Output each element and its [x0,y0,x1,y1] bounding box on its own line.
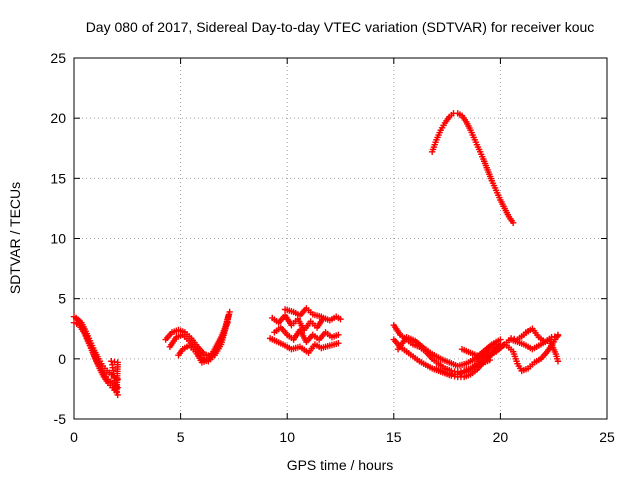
x-tick-labels: 0 5 10 15 20 25 [70,429,615,445]
y-tick-label: -5 [54,411,67,427]
y-tick-labels: -5 0 5 10 15 20 25 [50,50,66,427]
x-axis-label: GPS time / hours [287,457,394,473]
data-point [509,219,517,227]
plot-frame [73,57,608,420]
data-point [224,319,231,326]
y-tick-label: 0 [58,351,66,367]
data-point [554,358,562,365]
y-tick-label: 5 [58,291,66,307]
chart-title: Day 080 of 2017, Sidereal Day-to-day VTE… [86,19,595,35]
y-tick-label: 20 [50,110,66,126]
gridlines [74,58,607,419]
x-tick-label: 5 [177,429,185,445]
data-points [70,110,562,399]
data-point [337,315,344,323]
x-tick-label: 20 [493,429,509,445]
data-point [114,391,121,399]
data-point [318,313,325,320]
data-point [335,331,342,338]
y-axis-label: SDTVAR / TECUs [7,182,23,294]
y-tick-label: 10 [50,231,66,247]
data-point [108,358,115,365]
x-tick-label: 0 [70,429,78,445]
data-point [226,308,233,316]
data-point [554,332,562,340]
y-tick-label: 15 [50,170,66,186]
axis-ticks [73,57,608,420]
data-point [335,339,342,347]
x-tick-label: 25 [599,429,615,445]
x-tick-label: 10 [279,429,295,445]
x-tick-label: 15 [386,429,402,445]
y-tick-label: 25 [50,50,66,66]
